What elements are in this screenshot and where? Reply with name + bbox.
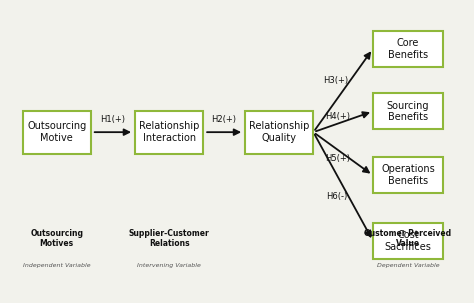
Text: H1(+): H1(+) xyxy=(100,115,125,124)
FancyBboxPatch shape xyxy=(135,111,203,154)
Text: Intervening Variable: Intervening Variable xyxy=(137,263,201,268)
Text: Dependent Variable: Dependent Variable xyxy=(377,263,439,268)
Text: Supplier-Customer
Relations: Supplier-Customer Relations xyxy=(129,229,210,248)
Text: H6(-): H6(-) xyxy=(327,191,348,201)
Text: Relationship
Interaction: Relationship Interaction xyxy=(139,122,199,143)
FancyBboxPatch shape xyxy=(373,94,443,129)
FancyBboxPatch shape xyxy=(373,223,443,258)
Text: Outsourcing
Motives: Outsourcing Motives xyxy=(30,229,83,248)
FancyBboxPatch shape xyxy=(245,111,313,154)
Text: H5(+): H5(+) xyxy=(325,155,350,163)
FancyBboxPatch shape xyxy=(373,158,443,193)
Text: Operations
Benefits: Operations Benefits xyxy=(381,165,435,186)
Text: H3(+): H3(+) xyxy=(323,76,348,85)
Text: Cost
Sacrifices: Cost Sacrifices xyxy=(384,230,431,251)
Text: Customer Perceived
Value: Customer Perceived Value xyxy=(365,229,452,248)
Text: Independent Variable: Independent Variable xyxy=(23,263,91,268)
FancyBboxPatch shape xyxy=(373,31,443,67)
Text: Sourcing
Benefits: Sourcing Benefits xyxy=(387,101,429,122)
Text: H4(+): H4(+) xyxy=(325,112,350,121)
Text: H2(+): H2(+) xyxy=(211,115,237,124)
Text: Core
Benefits: Core Benefits xyxy=(388,38,428,60)
FancyBboxPatch shape xyxy=(23,111,91,154)
Text: Outsourcing
Motive: Outsourcing Motive xyxy=(27,122,86,143)
Text: Relationship
Quality: Relationship Quality xyxy=(249,122,310,143)
